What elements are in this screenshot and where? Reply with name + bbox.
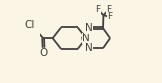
Text: O: O <box>39 48 48 58</box>
Text: N: N <box>82 33 90 43</box>
Text: F: F <box>95 5 101 14</box>
Text: N: N <box>85 43 93 53</box>
Text: F: F <box>106 5 111 14</box>
Text: Cl: Cl <box>25 20 35 30</box>
Text: N: N <box>85 23 93 33</box>
Text: F: F <box>108 12 113 21</box>
